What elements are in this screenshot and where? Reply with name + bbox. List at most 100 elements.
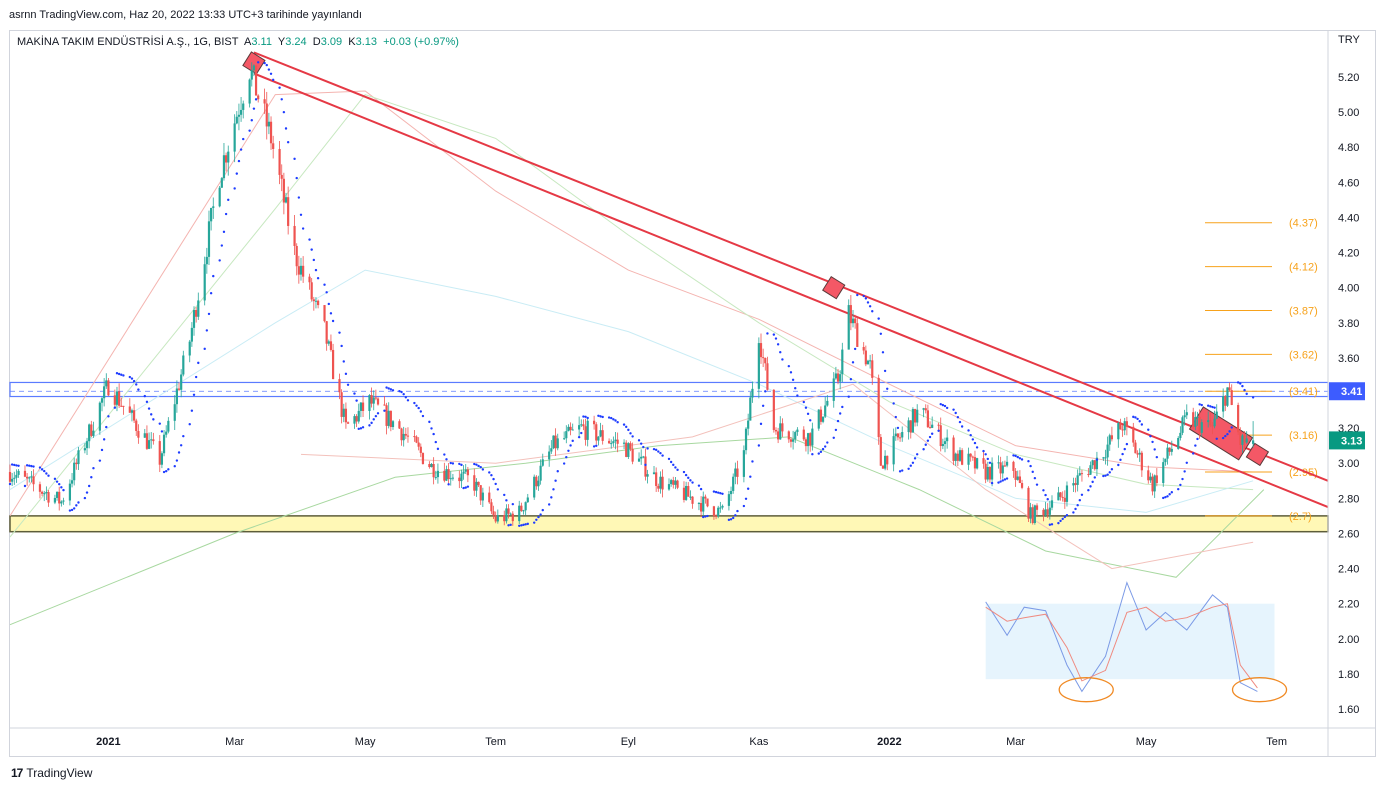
candle-body — [175, 388, 178, 405]
candle-body — [937, 424, 940, 426]
candle-382 — [1149, 472, 1152, 483]
candle-body — [644, 456, 647, 477]
candle-84 — [254, 65, 258, 96]
candle-379 — [1138, 448, 1141, 462]
candle-body — [627, 443, 630, 457]
candle-body — [757, 343, 760, 389]
psar-dot-71 — [218, 259, 221, 262]
candle-body — [1063, 497, 1066, 502]
psar-dot-69 — [209, 292, 213, 295]
psar-dot-113 — [342, 360, 345, 363]
psar-dot-10 — [32, 465, 35, 468]
candle-338 — [1016, 470, 1019, 481]
candle-93 — [282, 172, 285, 215]
psar-dot-352 — [1059, 519, 1062, 523]
candle-186 — [563, 431, 566, 440]
candle-323 — [971, 455, 974, 461]
candle-body — [269, 121, 273, 144]
channel-lower-line — [253, 72, 1329, 509]
candle-300 — [901, 426, 904, 442]
psar-dot-308 — [926, 439, 930, 442]
candle-body — [225, 155, 228, 163]
candle-body — [1095, 457, 1099, 470]
candle-body — [310, 282, 313, 300]
candle-body — [329, 341, 333, 350]
psar-dot-94 — [284, 127, 288, 130]
candle-body — [1170, 448, 1173, 452]
candle-395 — [1185, 404, 1188, 420]
candle-224 — [674, 477, 677, 490]
candle-body — [47, 492, 50, 503]
candle-329 — [988, 466, 992, 483]
candle-body — [263, 99, 266, 104]
candle-149 — [449, 471, 452, 486]
psar-dot-278 — [836, 419, 840, 423]
psar-dot-227 — [684, 473, 688, 477]
candle-344 — [1033, 504, 1036, 525]
candle-body — [55, 491, 59, 498]
candle-body — [17, 470, 20, 475]
psar-dot-119 — [359, 427, 363, 430]
oscillator-k-line — [985, 581, 1258, 693]
psar-dot-340 — [1020, 458, 1024, 461]
candle-body — [854, 318, 857, 324]
candle-body — [1155, 475, 1158, 484]
currency-label[interactable]: TRY — [1338, 34, 1360, 46]
candle-156 — [473, 468, 476, 496]
candle-body — [1213, 418, 1216, 427]
candle-body — [494, 515, 497, 522]
candle-148 — [447, 463, 450, 486]
psar-dot-383 — [1151, 440, 1154, 444]
psar-dot-132 — [400, 390, 403, 394]
psar-dot-400 — [1200, 403, 1203, 407]
psar-dot-269 — [809, 419, 812, 422]
psar-dot-265 — [796, 394, 799, 397]
psar-dot-215 — [646, 447, 649, 450]
candle-311 — [937, 422, 940, 431]
candle-410 — [1230, 384, 1233, 406]
psar-dot-326 — [982, 449, 985, 453]
candle-body — [280, 174, 283, 179]
psar-dot-219 — [659, 451, 662, 455]
candle-352 — [1059, 492, 1062, 501]
candle-body — [92, 430, 95, 436]
candle-268 — [806, 432, 810, 455]
psar-dot-8 — [28, 464, 31, 467]
psar-dot-70 — [212, 274, 215, 278]
psar-dot-18 — [58, 482, 61, 486]
candle-body — [1035, 505, 1039, 510]
candle-411 — [1237, 402, 1240, 435]
psar-dot-37 — [115, 372, 119, 375]
footer-brand[interactable]: 17 TradingView — [11, 766, 92, 780]
x-tick-7: 2022 — [877, 736, 901, 748]
psar-dot-347 — [1044, 493, 1047, 497]
candle-body — [443, 470, 446, 481]
candle-15 — [47, 489, 50, 507]
candle-body — [1050, 500, 1054, 508]
candle-161 — [488, 486, 491, 504]
candle-366 — [1102, 456, 1105, 461]
candle-123 — [372, 390, 375, 411]
candle-body — [689, 496, 692, 498]
candle-body — [1192, 412, 1195, 427]
psar-dot-329 — [988, 461, 992, 464]
candle-405 — [1215, 404, 1218, 420]
candle-body — [1121, 429, 1124, 431]
candle-414 — [1243, 431, 1246, 451]
psar-dot-277 — [834, 428, 838, 432]
candle-body — [762, 357, 765, 359]
legend-close-label: K — [348, 36, 356, 48]
candle-150 — [451, 473, 454, 481]
psar-dot-390 — [1170, 491, 1174, 494]
psar-dot-267 — [804, 406, 808, 409]
candle-3 — [13, 471, 16, 485]
psar-dot-79 — [239, 148, 243, 151]
psar-dot-207 — [625, 425, 628, 429]
psar-dot-212 — [639, 442, 643, 445]
psar-dot-89 — [269, 72, 273, 75]
psar-dot-324 — [973, 441, 977, 445]
candle-111 — [338, 373, 341, 400]
psar-dot-50 — [152, 418, 155, 421]
psar-dot-234 — [704, 515, 707, 518]
